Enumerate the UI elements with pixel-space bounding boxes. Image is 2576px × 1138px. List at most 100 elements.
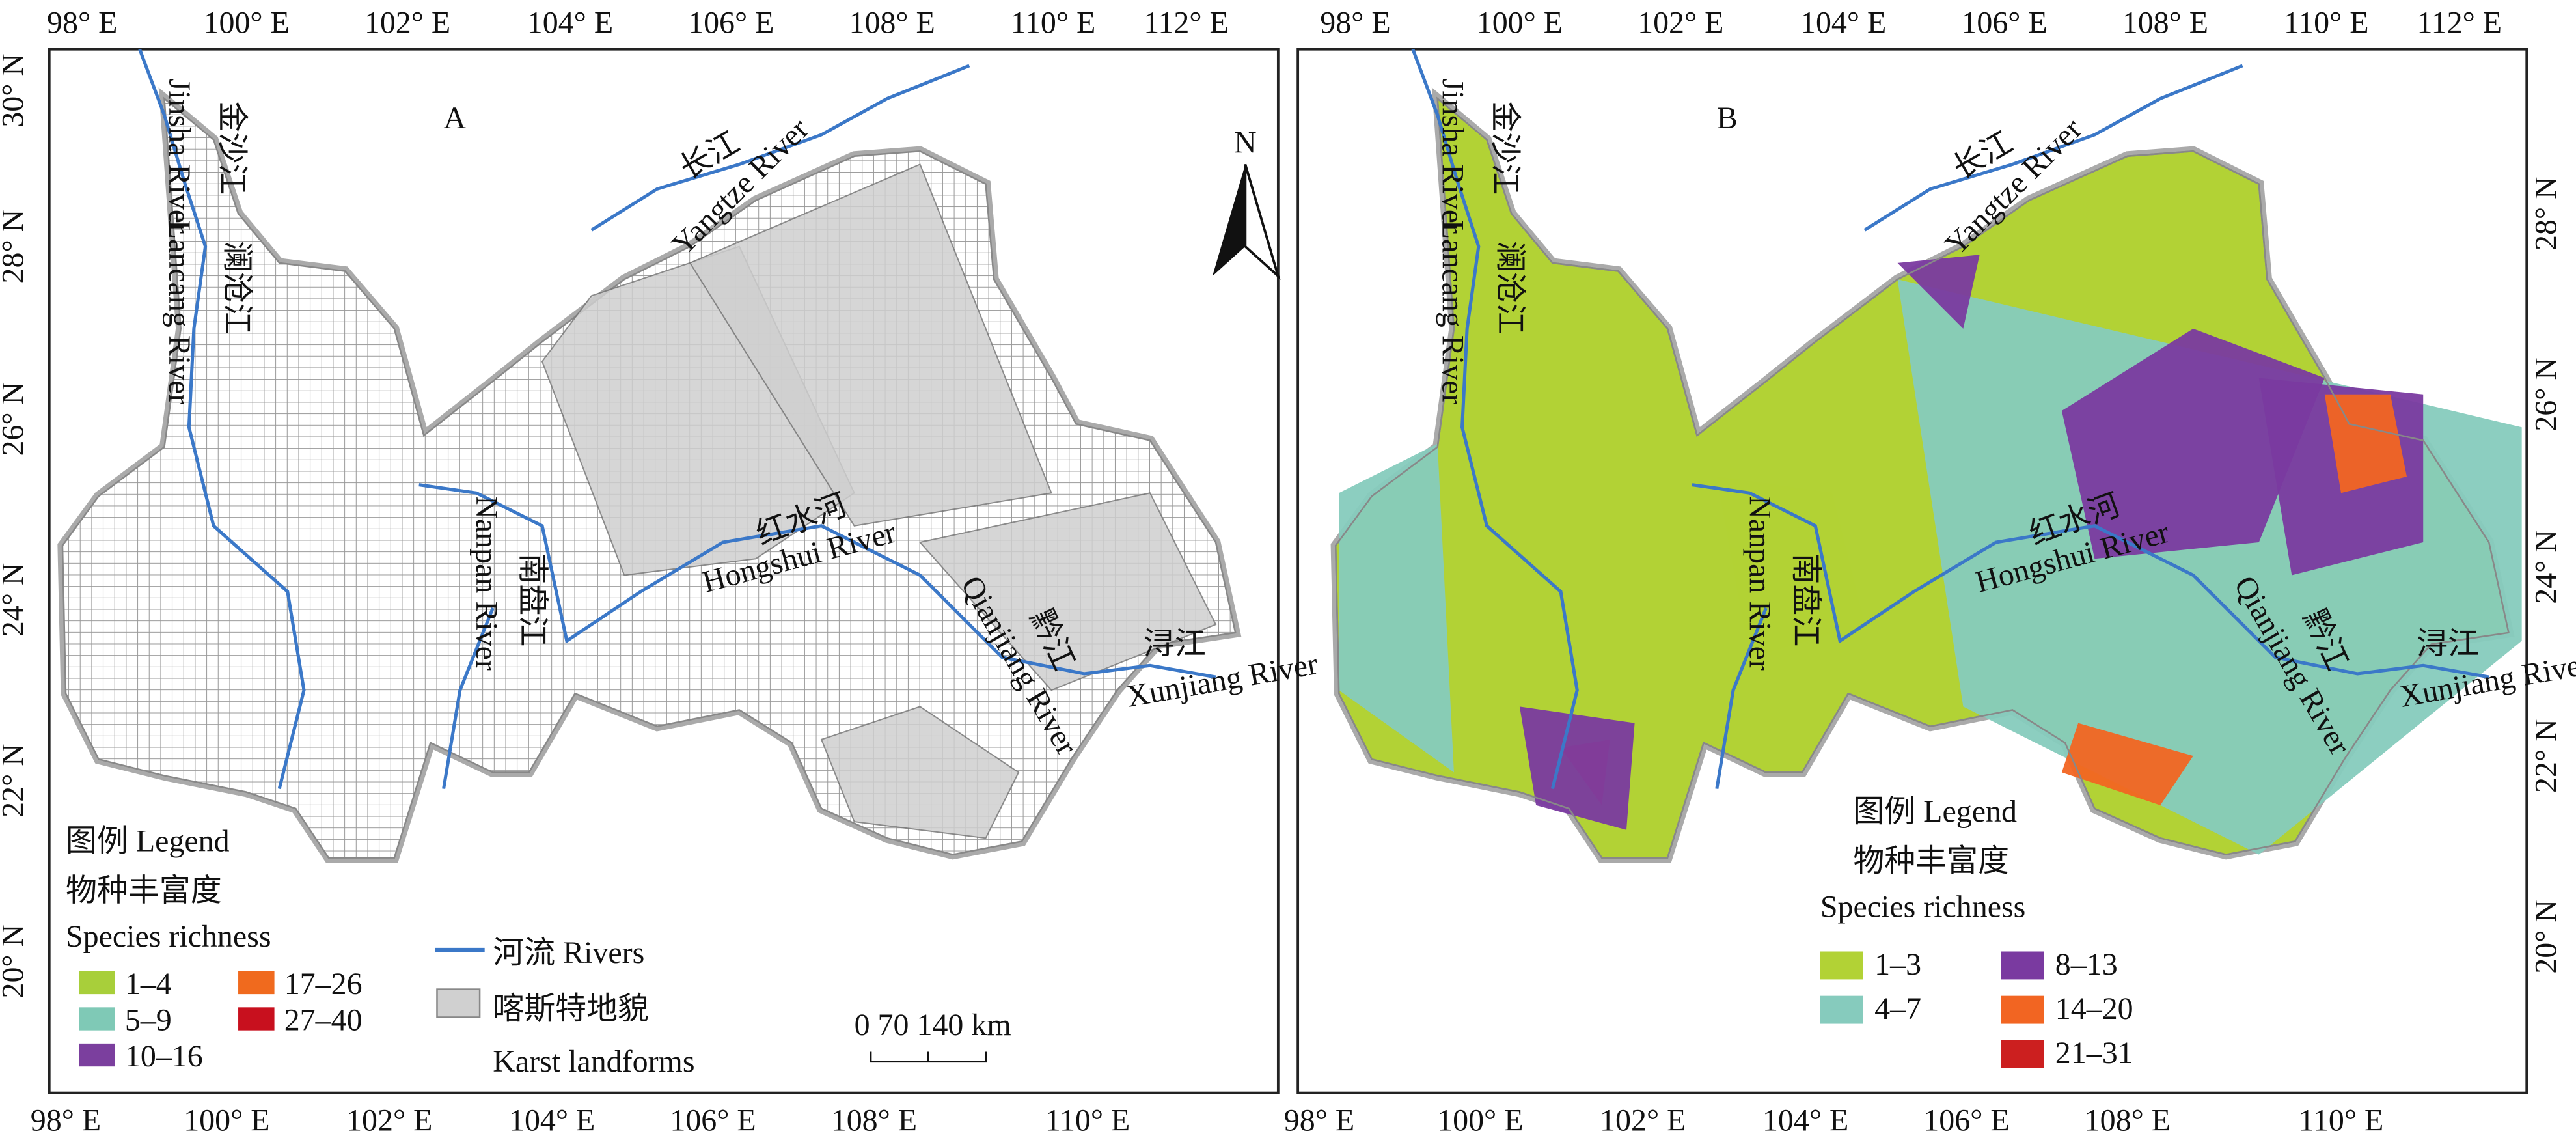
top-lon-label: 100° E bbox=[203, 5, 289, 40]
bottom-lon-label: 98° E bbox=[31, 1103, 101, 1138]
legend-subtitle: 物种丰富度 bbox=[1853, 844, 2009, 878]
river-label: Jinsha River bbox=[1435, 79, 1470, 234]
legend-label: 4–7 bbox=[1874, 992, 1921, 1026]
river-legend-label: 河流 Rivers bbox=[493, 936, 644, 970]
bottom-lon-label: 106° E bbox=[670, 1103, 756, 1138]
river-label: 南盘江 bbox=[515, 553, 550, 646]
legend-subtitle: 物种丰富度 bbox=[66, 873, 222, 908]
top-lon-label: 108° E bbox=[2122, 5, 2208, 40]
bottom-lon-label: 102° E bbox=[1600, 1103, 1686, 1138]
bottom-lon-label: 100° E bbox=[1437, 1103, 1523, 1138]
richness-area bbox=[1339, 443, 1454, 773]
top-lon-label: 110° E bbox=[2284, 5, 2369, 40]
legend-swatch bbox=[79, 1043, 115, 1067]
lat-label: 28° N bbox=[0, 210, 30, 284]
top-lon-label: 102° E bbox=[1637, 5, 1723, 40]
river-label: 浔江 bbox=[2417, 627, 2479, 661]
river-label: 金沙江 bbox=[1488, 101, 1522, 195]
lat-label: 22° N bbox=[0, 743, 30, 818]
karst-area bbox=[689, 163, 1052, 527]
legend-label: 27–40 bbox=[284, 1003, 363, 1038]
lat-label: 24° N bbox=[2529, 530, 2564, 604]
legend-label: 17–26 bbox=[284, 967, 363, 1001]
legend-label: 1–3 bbox=[1874, 947, 1921, 982]
legend-title: 图例 Legend bbox=[1853, 794, 2017, 829]
top-lon-label: 110° E bbox=[1011, 5, 1096, 40]
river-label: 浔江 bbox=[1144, 627, 1206, 661]
river-label: 澜沧江 bbox=[219, 241, 254, 335]
karst-area bbox=[820, 706, 1020, 839]
legend-swatch bbox=[79, 971, 115, 995]
legend-swatch bbox=[1820, 951, 1863, 980]
top-lon-label: 98° E bbox=[1320, 5, 1390, 40]
legend-label: 10–16 bbox=[125, 1039, 203, 1074]
top-lon-label: 112° E bbox=[2417, 5, 2502, 40]
bottom-lon-label: 100° E bbox=[184, 1103, 269, 1138]
bottom-lon-label: 110° E bbox=[2299, 1103, 2384, 1138]
bottom-lon-label: 102° E bbox=[346, 1103, 432, 1138]
legend-label: 5–9 bbox=[125, 1003, 172, 1038]
legend-swatch bbox=[79, 1007, 115, 1031]
top-lon-label: 106° E bbox=[1961, 5, 2047, 40]
river bbox=[590, 64, 970, 232]
lat-label: 20° N bbox=[2529, 900, 2564, 974]
top-lon-label: 102° E bbox=[364, 5, 450, 40]
scale-bar-label: 0 70 140 km bbox=[855, 1008, 1011, 1042]
legend-label: 21–31 bbox=[2055, 1036, 2133, 1070]
richness-area bbox=[1897, 255, 1980, 329]
bottom-lon-label: 110° E bbox=[1045, 1103, 1130, 1138]
river bbox=[1411, 48, 1579, 790]
panel-label: A bbox=[444, 101, 467, 135]
river-label: 南盘江 bbox=[1788, 553, 1823, 646]
legend-title: 图例 Legend bbox=[66, 824, 230, 859]
top-lon-label: 98° E bbox=[47, 5, 117, 40]
legend-swatch bbox=[2001, 951, 2044, 980]
river bbox=[138, 48, 306, 790]
river-label: Nanpan River bbox=[1742, 496, 1777, 671]
top-lon-label: 100° E bbox=[1477, 5, 1563, 40]
legend-swatch bbox=[2001, 995, 2044, 1024]
river-label: 金沙江 bbox=[215, 101, 249, 195]
richness-area bbox=[2324, 394, 2407, 493]
panel-label: B bbox=[1717, 101, 1738, 135]
lat-label: 22° N bbox=[2529, 719, 2564, 793]
lat-label: 30° N bbox=[0, 53, 30, 128]
karst-area bbox=[918, 492, 1217, 691]
bottom-lon-label: 104° E bbox=[509, 1103, 595, 1138]
lat-label: 20° N bbox=[0, 924, 30, 999]
north-label: N bbox=[1234, 126, 1257, 160]
river-label: Lancang River bbox=[162, 220, 197, 405]
lat-label: 26° N bbox=[0, 382, 30, 456]
river bbox=[418, 483, 1216, 679]
lat-label: 28° N bbox=[2529, 176, 2564, 251]
lat-label: 24° N bbox=[0, 562, 30, 637]
karst-legend-label-en: Karst landforms bbox=[493, 1044, 694, 1079]
north-arrow bbox=[1244, 163, 1281, 280]
legend-label: 14–20 bbox=[2055, 992, 2133, 1026]
legend-subtitle-en: Species richness bbox=[1820, 889, 2026, 924]
river bbox=[1863, 64, 2243, 232]
richness-area bbox=[1716, 477, 1865, 658]
top-lon-label: 108° E bbox=[849, 5, 935, 40]
river-label: Lancang River bbox=[1435, 220, 1470, 405]
top-lon-label: 106° E bbox=[688, 5, 774, 40]
lat-label: 26° N bbox=[2529, 357, 2564, 432]
karst-legend-swatch bbox=[436, 988, 481, 1018]
bottom-lon-label: 106° E bbox=[1923, 1103, 2009, 1138]
bottom-lon-label: 104° E bbox=[1762, 1103, 1848, 1138]
legend-swatch bbox=[238, 1007, 275, 1031]
region-outline bbox=[1334, 96, 2510, 859]
legend-subtitle-en: Species richness bbox=[66, 919, 271, 954]
karst-legend-label: 喀斯特地貌 bbox=[493, 992, 649, 1026]
bottom-lon-label: 108° E bbox=[831, 1103, 917, 1138]
river bbox=[442, 607, 495, 790]
bottom-lon-label: 108° E bbox=[2085, 1103, 2171, 1138]
river-label: 澜沧江 bbox=[1493, 241, 1528, 335]
bottom-lon-label: 98° E bbox=[1284, 1103, 1354, 1138]
legend-swatch bbox=[1820, 995, 1863, 1024]
river bbox=[1715, 607, 1768, 790]
